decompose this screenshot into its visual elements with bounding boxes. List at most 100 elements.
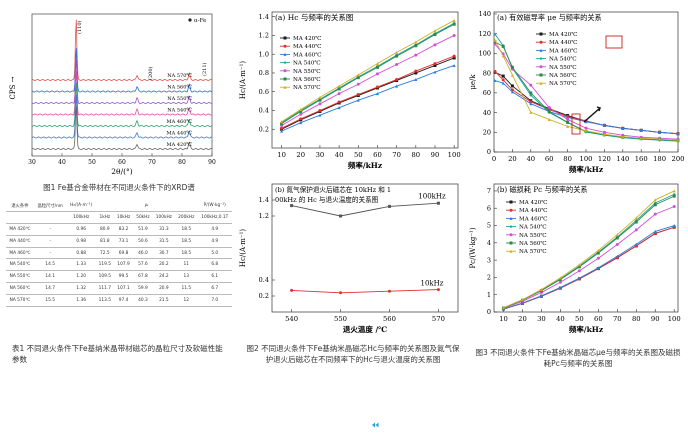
xrd-xtick: 50 <box>88 159 96 166</box>
legend-entry: MA 460℃ <box>293 51 321 58</box>
mu-frequency-svg: 0 20 40 60 80 100 120 140 160 180 200 0 20 40 60 80 100 1… <box>469 10 684 174</box>
data-point <box>658 130 662 134</box>
y-axis-label: Pc/(W·kg⁻¹) <box>469 227 477 268</box>
x-tick-label: 30 <box>537 315 546 323</box>
data-point <box>493 79 497 83</box>
table-cell: 14.5 <box>33 258 67 272</box>
y-tick-label: 0.2 <box>259 125 269 133</box>
table-cell: 81.8 <box>95 235 114 248</box>
data-point <box>299 117 303 121</box>
y-tick-label: 140 <box>479 10 491 18</box>
data-point <box>414 40 418 44</box>
data-point <box>596 251 600 255</box>
table-cell: 67.8 <box>133 270 153 284</box>
data-point <box>547 110 551 114</box>
y-tick-label: 60 <box>483 89 491 97</box>
x-tick-label: 80 <box>563 155 572 163</box>
xrd-sample-label: MA 440℃ <box>167 131 193 137</box>
table1-subheader: 100kHz,0.1T <box>197 211 232 225</box>
data-point <box>433 62 437 66</box>
x-tick-label: 50 <box>354 151 363 159</box>
loss-frequency-chart: 10 20 30 40 50 60 70 80 90 100 0 1 2 3 4 5 6 7 (b) 磁损耗 Pc … <box>466 176 684 340</box>
table-cell: 6.7 <box>197 282 232 295</box>
data-point <box>509 241 513 245</box>
data-point <box>539 48 543 52</box>
x-tick-label: 180 <box>653 155 666 163</box>
table1: 退火条件 晶粒尺寸/nm H₂/(A·m⁻¹) μᵣ P/(W·kg⁻¹) 100kHz… <box>6 200 232 307</box>
y-tick-label: 1.2 <box>259 32 269 40</box>
y-tick-label: 0.4 <box>259 276 269 284</box>
xrd-legend: α-Fe <box>194 18 206 24</box>
y-tick-label: 2 <box>487 274 491 282</box>
table-cell: 12 <box>175 294 198 307</box>
x-tick-label: 570 <box>432 315 445 323</box>
data-point <box>337 92 341 96</box>
legend-entry: MA 460℃ <box>549 47 577 54</box>
y-tick-label: 4 <box>487 239 491 247</box>
data-point <box>493 32 497 36</box>
series-line <box>291 202 439 217</box>
data-point <box>493 40 497 44</box>
data-point <box>414 69 418 73</box>
data-point <box>452 33 456 37</box>
data-point <box>387 204 391 208</box>
data-point <box>653 203 657 207</box>
y-tick-label: 3 <box>487 256 491 264</box>
data-point <box>602 123 606 127</box>
data-point <box>318 108 322 112</box>
data-point <box>318 113 322 117</box>
data-point <box>414 53 418 57</box>
table1-header: H₂/(A·m⁻¹) <box>66 200 96 213</box>
series-label-100khz: 100kHz <box>418 192 446 200</box>
xrd-curve <box>31 106 213 151</box>
y-tick-label: 0.6 <box>259 88 269 96</box>
x-tick-label: 40 <box>556 315 565 323</box>
data-point <box>577 265 581 269</box>
table-cell: 73.1 <box>113 235 134 248</box>
table-row: MA 420℃ -0.96 80.9 83.2 51.9 31.3 18.5 4.9 <box>6 223 232 236</box>
xrd-sample-label: NA 570℃ <box>167 73 192 79</box>
data-point <box>395 84 399 88</box>
data-point <box>501 306 505 310</box>
data-point <box>356 93 360 97</box>
arrow-icon <box>583 106 602 123</box>
data-point <box>634 216 638 220</box>
table-cell: 109.5 <box>95 270 114 284</box>
series-line <box>503 195 675 309</box>
table-cell: 4.9 <box>197 223 232 236</box>
chart-title: (b) 磁损耗 Pc 与频率的关系 <box>497 185 588 194</box>
table1-header: μᵣ <box>95 200 198 213</box>
table-cell: 14.1 <box>33 270 67 284</box>
table-cell: 30.7 <box>152 247 176 260</box>
data-point <box>290 204 294 208</box>
x-axis-label: 频率/kHz <box>569 324 603 334</box>
data-point <box>566 117 570 121</box>
x-tick-label: 90 <box>651 315 660 323</box>
x-tick-label: 20 <box>508 155 517 163</box>
data-point <box>337 84 341 88</box>
data-point <box>539 32 543 36</box>
xrd-xlabel: 2θ/(°) <box>111 167 132 176</box>
data-point <box>558 276 562 280</box>
data-point <box>539 81 543 85</box>
legend-entry: NA 570℃ <box>293 84 321 91</box>
table-cell: 1.20 <box>66 270 96 284</box>
data-point <box>653 212 657 216</box>
table-cell: 97.4 <box>113 294 134 307</box>
data-point <box>280 129 284 133</box>
hc-frequency-svg: 10 20 30 40 50 60 70 80 90 100 0.2 0.4 0.6 0.8 1.0 1.2 1… <box>239 11 461 170</box>
x-tick-label: 160 <box>635 155 648 163</box>
series-line <box>494 80 679 135</box>
y-axis-label: Hc/(A·m⁻¹) <box>239 229 247 268</box>
table1-subheader: 200kHz <box>175 211 198 225</box>
legend-entry: NA 550℃ <box>293 68 321 75</box>
series-line <box>281 35 455 126</box>
y-tick-label: 120 <box>479 30 491 38</box>
data-point <box>283 77 287 81</box>
data-point <box>596 248 600 252</box>
xrd-xtick: 70 <box>148 159 156 166</box>
data-point <box>539 294 543 298</box>
xrd-xtick: 80 <box>178 159 186 166</box>
pager-icon[interactable] <box>371 422 379 428</box>
series-line <box>503 225 675 310</box>
